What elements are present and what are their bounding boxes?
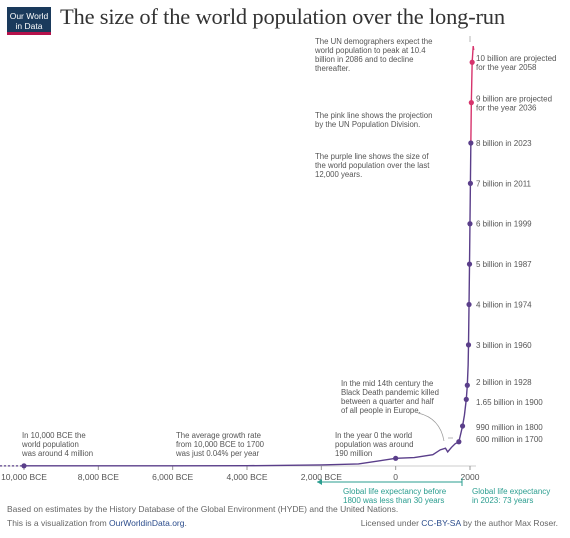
x-tick-label: 2000 xyxy=(461,472,480,482)
license-suffix: by the author Max Roser. xyxy=(460,518,558,528)
note-un-peak-line: The UN demographers expect the xyxy=(315,37,432,46)
note-10000bce-line: was around 4 million xyxy=(21,449,93,458)
value-label: 6 billion in 1999 xyxy=(476,220,532,229)
leader-black-death xyxy=(417,412,445,442)
value-label-line: 10 billion are projected xyxy=(476,54,557,63)
note-year-0-line: population was around xyxy=(335,440,413,449)
data-point xyxy=(463,396,469,402)
value-label: 1.65 billion in 1900 xyxy=(476,398,543,407)
data-point xyxy=(467,180,474,186)
data-point xyxy=(468,140,474,146)
note-purple-line: The purple line shows the size of the wor… xyxy=(315,152,430,179)
note-growth-rate: The average growth rate from 10,000 BCE t… xyxy=(175,431,265,458)
note-growth-rate-line: was just 0.04% per year xyxy=(175,449,260,458)
data-point xyxy=(393,455,399,461)
owid-logo[interactable]: Our World in Data xyxy=(7,7,51,35)
value-label-line: 990 million in 1800 xyxy=(476,423,543,432)
data-point xyxy=(456,439,462,445)
note-un-peak-line: billion in 2086 and to decline xyxy=(315,55,413,64)
x-tick-label: 4,000 BCE xyxy=(226,472,267,482)
value-label: 8 billion in 2023 xyxy=(476,139,532,148)
note-year-0-line: 190 million xyxy=(335,449,372,458)
x-tick-label: 0 xyxy=(393,472,398,482)
value-label: 7 billion in 2011 xyxy=(476,179,532,188)
value-label: 600 million in 1700 xyxy=(476,435,543,444)
value-label-line: 3 billion in 1960 xyxy=(476,341,532,350)
x-tick-label: 8,000 BCE xyxy=(78,472,119,482)
value-label-line: 8 billion in 2023 xyxy=(476,139,532,148)
value-label: 9 billion are projected for the year 2036 xyxy=(476,95,552,113)
life-expectancy-before: Global life expectancy before 1800 was le… xyxy=(343,487,447,505)
life-expectancy-after-line: Global life expectancy xyxy=(472,487,550,496)
license-prefix: Licensed under xyxy=(360,518,422,528)
note-purple-line-line: The purple line shows the size of xyxy=(315,152,429,161)
data-point xyxy=(468,100,474,106)
note-year-0: In the year 0 the world population was ar… xyxy=(335,431,413,458)
owid-link[interactable]: OurWorldinData.org xyxy=(109,518,185,528)
value-label-line: 6 billion in 1999 xyxy=(476,220,532,229)
value-label-line: for the year 2058 xyxy=(476,63,537,72)
data-point xyxy=(466,261,473,267)
note-un-peak: The UN demographers expect the world popu… xyxy=(314,37,432,73)
data-point xyxy=(459,423,466,429)
life-expectancy-before-line: Global life expectancy before xyxy=(343,487,447,496)
note-growth-rate-line: The average growth rate xyxy=(176,431,261,440)
value-label-line: 1.65 billion in 1900 xyxy=(476,398,543,407)
value-label: 3 billion in 1960 xyxy=(476,341,532,350)
note-pink-line: The pink line shows the projection by the… xyxy=(315,111,432,129)
x-tick-label: 10,000 BCE xyxy=(1,472,47,482)
note-growth-rate-line: from 10,000 BCE to 1700 xyxy=(176,440,265,449)
data-point xyxy=(465,342,472,348)
chart-title: The size of the world population over th… xyxy=(60,4,505,29)
note-black-death-line: Black Death pandemic killed xyxy=(341,388,439,397)
life-expectancy-after: Global life expectancy in 2023: 73 years xyxy=(472,487,550,505)
note-year-0-line: In the year 0 the world xyxy=(335,431,412,440)
note-pink-line-line: The pink line shows the projection xyxy=(315,111,432,120)
life-expectancy-arrow xyxy=(317,479,322,485)
data-point xyxy=(464,382,470,388)
license-link[interactable]: CC-BY-SA xyxy=(421,518,461,528)
value-label: 10 billion are projected for the year 205… xyxy=(476,54,557,72)
note-10000bce-line: In 10,000 BCE the xyxy=(22,431,86,440)
note-purple-line-line: 12,000 years. xyxy=(315,170,362,179)
value-label-line: 2 billion in 1928 xyxy=(476,378,532,387)
life-expectancy-after-line: in 2023: 73 years xyxy=(472,496,533,505)
value-label-line: 7 billion in 2011 xyxy=(476,179,532,188)
logo-line-1: Our World xyxy=(9,11,49,21)
note-un-peak-line: thereafter. xyxy=(315,64,350,73)
value-label-line: for the year 2036 xyxy=(476,104,537,113)
note-purple-line-line: the world population over the last xyxy=(315,161,430,170)
source-note: Based on estimates by the History Databa… xyxy=(7,504,399,514)
data-point xyxy=(21,463,27,469)
value-label: 4 billion in 1974 xyxy=(476,300,532,309)
note-un-peak-line: world population to peak at 10.4 xyxy=(314,46,426,55)
viz-prefix: This is a visualization from xyxy=(7,518,110,528)
note-10000bce-line: world population xyxy=(21,440,79,449)
life-expectancy-before-line: 1800 was less than 30 years xyxy=(343,496,444,505)
value-label: 5 billion in 1987 xyxy=(476,260,532,269)
history-line xyxy=(23,142,472,467)
data-point xyxy=(469,59,475,65)
note-black-death-line: of all people in Europe. xyxy=(341,406,421,415)
note-pink-line-line: by the UN Population Division. xyxy=(315,120,420,129)
x-tick-label: 6,000 BCE xyxy=(152,472,193,482)
x-tick-label: 2,000 BCE xyxy=(301,472,342,482)
note-black-death: In the mid 14th century the Black Death p… xyxy=(341,379,439,415)
data-point xyxy=(467,221,473,227)
value-label: 2 billion in 1928 xyxy=(476,378,532,387)
value-label-line: 600 million in 1700 xyxy=(476,435,543,444)
viz-suffix: . xyxy=(184,518,187,528)
note-10000bce: In 10,000 BCE the world population was aro… xyxy=(21,431,93,458)
value-label-line: 9 billion are projected xyxy=(476,95,552,104)
value-label-line: 4 billion in 1974 xyxy=(476,300,532,309)
logo-line-2: in Data xyxy=(15,21,43,31)
license-note: Licensed under CC-BY-SA by the author Ma… xyxy=(361,518,558,528)
note-black-death-line: In the mid 14th century the xyxy=(341,379,433,388)
data-point xyxy=(466,301,472,308)
value-label-line: 5 billion in 1987 xyxy=(476,260,532,269)
note-black-death-line: between a quarter and half xyxy=(341,397,435,406)
viz-note: This is a visualization from OurWorldinD… xyxy=(7,518,187,528)
value-label: 990 million in 1800 xyxy=(476,423,543,432)
